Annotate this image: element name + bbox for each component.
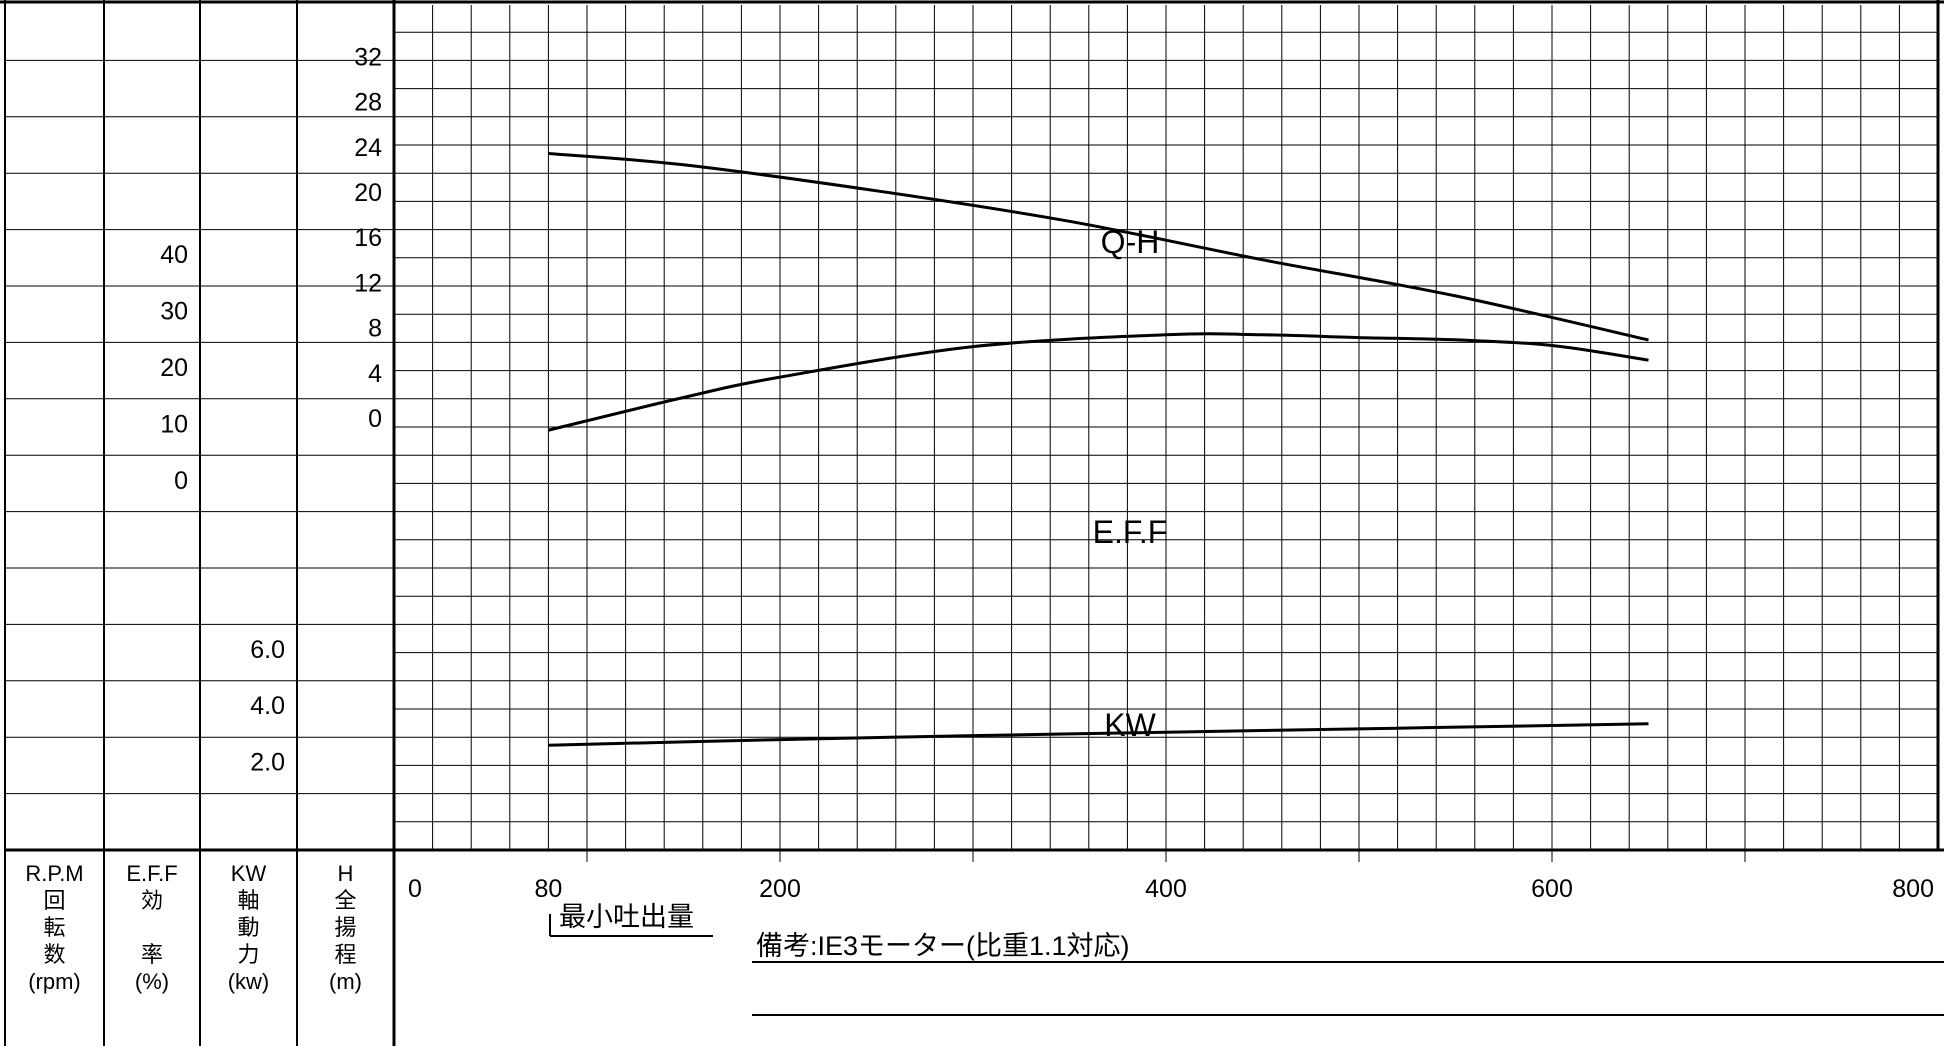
x-tick-label: 400 — [1145, 875, 1187, 903]
x-tick-label: 800 — [1892, 875, 1934, 903]
series-label-q-h: Q-H — [1101, 224, 1160, 260]
series-line-kw — [548, 722, 1649, 747]
series-line-e-f-f — [548, 332, 1649, 432]
tick-label-eff: 20 — [160, 354, 188, 382]
x-tick-label: 200 — [759, 875, 801, 903]
tick-label-eff: 0 — [174, 467, 188, 495]
series-curves: Q-H E.F.F KW — [548, 152, 1649, 747]
tick-label-eff: 30 — [160, 298, 188, 326]
min-flow-label: 最小吐出量 — [559, 902, 694, 932]
axis-header-h: 全 — [334, 888, 356, 913]
axis-header-eff: E.F.F — [126, 861, 177, 886]
axis-header-h: 程 — [334, 942, 356, 967]
axis-header-h: H — [338, 861, 354, 886]
axis-header-rpm: 転 — [43, 915, 65, 940]
axis-header-kw: 軸 — [237, 888, 259, 913]
axis-header-rpm: R.P.M — [25, 861, 83, 886]
axis-header-kw: KW — [231, 861, 267, 886]
tick-label-kw: 4.0 — [250, 692, 285, 720]
axis-header-rpm: (rpm) — [28, 969, 81, 994]
tick-label-kw: 2.0 — [250, 749, 285, 777]
x-tick-label: 80 — [534, 875, 562, 903]
chart-grid — [394, 5, 1939, 850]
axis-header-kw: (kw) — [228, 969, 270, 994]
tick-label-eff: 10 — [160, 411, 188, 439]
x-tick-label: 0 — [408, 875, 422, 903]
series-label-kw: KW — [1104, 707, 1156, 743]
x-tick-label: 600 — [1531, 875, 1573, 903]
tick-label-h: 24 — [354, 134, 382, 162]
tick-label-h: 0 — [368, 405, 382, 433]
tick-label-h: 20 — [354, 179, 382, 207]
tick-label-h: 12 — [354, 269, 382, 297]
tick-label-h: 4 — [368, 360, 382, 388]
axis-header-kw: 力 — [237, 942, 259, 967]
tick-label-h: 8 — [368, 315, 382, 343]
series-label-e-f-f: E.F.F — [1093, 514, 1168, 550]
axis-header-rpm: 数 — [43, 942, 65, 967]
series-line-q-h — [548, 152, 1649, 342]
tick-label-eff: 40 — [160, 241, 188, 269]
chart-annotations: 最小吐出量 備考:IE3モーター(比重1.1対応) — [549, 902, 1944, 1016]
axis-header-rpm: 回 — [43, 888, 65, 913]
axis-header-eff: 効 — [141, 888, 163, 913]
axis-header-h: 揚 — [334, 915, 356, 940]
axis-header-eff: (%) — [135, 969, 169, 994]
tick-label-h: 28 — [354, 89, 382, 117]
tick-label-h: 16 — [354, 224, 382, 252]
axis-header-h: (m) — [329, 969, 362, 994]
tick-label-kw: 6.0 — [250, 636, 285, 664]
axis-header-kw: 動 — [237, 915, 259, 940]
tick-label-h: 32 — [354, 43, 382, 71]
remarks-text: 備考:IE3モーター(比重1.1対応) — [756, 931, 1130, 961]
axis-header-eff: 率 — [141, 942, 163, 967]
